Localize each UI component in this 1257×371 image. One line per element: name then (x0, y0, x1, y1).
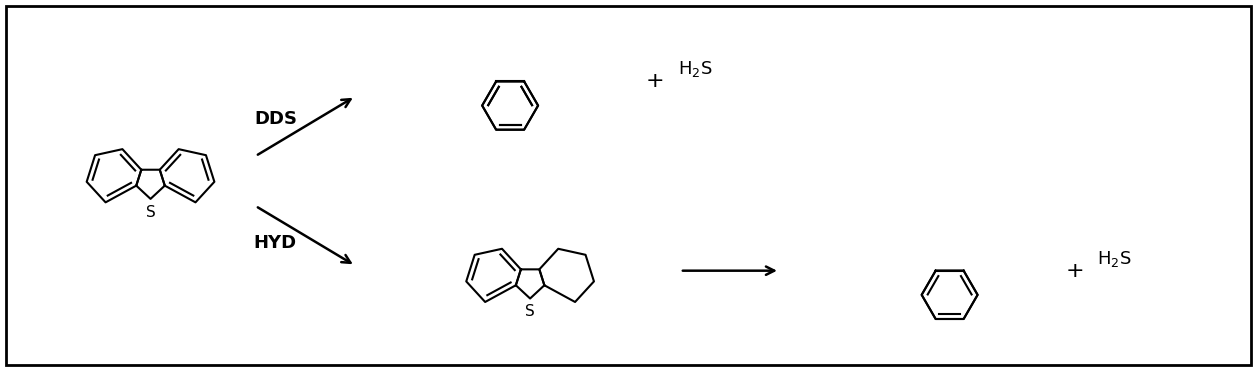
Text: S: S (146, 205, 156, 220)
Text: +: + (646, 71, 664, 91)
Text: HYD: HYD (254, 234, 297, 252)
Text: DDS: DDS (254, 110, 297, 128)
Text: +: + (1065, 261, 1084, 281)
Text: H$_2$S: H$_2$S (678, 59, 713, 79)
Text: S: S (525, 305, 535, 319)
Text: H$_2$S: H$_2$S (1097, 249, 1133, 269)
